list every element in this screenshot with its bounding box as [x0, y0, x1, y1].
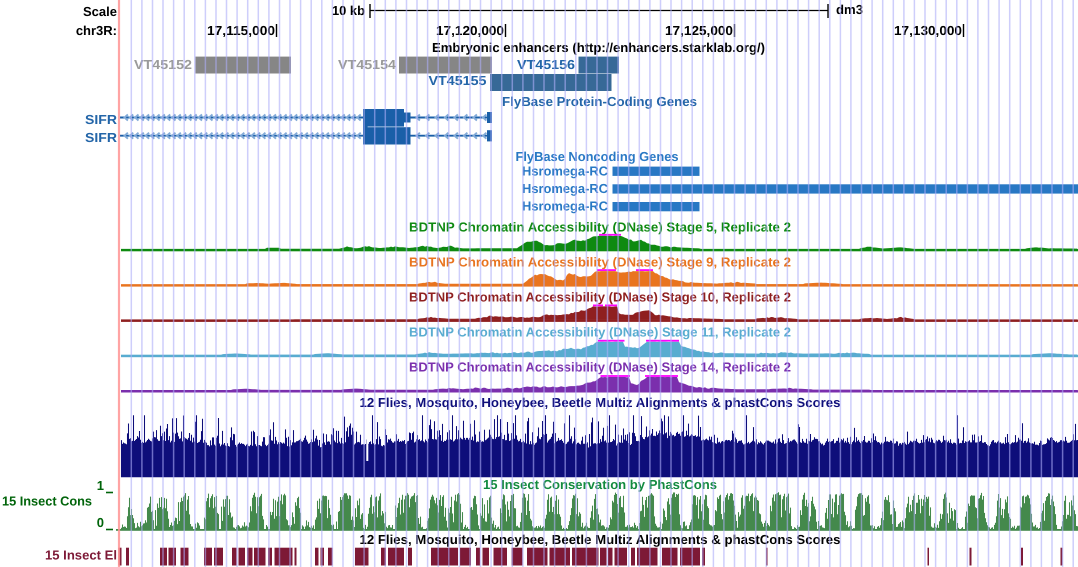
svg-text:15 Insect Conservation by Phas: 15 Insect Conservation by PhastCons: [483, 477, 717, 492]
svg-text:chr3R:: chr3R:: [76, 23, 117, 38]
svg-text:0: 0: [97, 515, 104, 530]
svg-text:Embryonic enhancers (http://en: Embryonic enhancers (http://enhancers.st…: [432, 40, 765, 55]
svg-text:BDTNP Chromatin Accessibility: BDTNP Chromatin Accessibility (DNase) St…: [409, 325, 791, 340]
svg-text:10 kb: 10 kb: [332, 3, 365, 18]
svg-text:1: 1: [97, 478, 104, 493]
svg-text:dm3: dm3: [836, 2, 863, 17]
svg-text:17,130,000: 17,130,000: [894, 23, 962, 38]
svg-text:15 Insect El: 15 Insect El: [45, 548, 117, 563]
svg-text:BDTNP Chromatin Accessibility: BDTNP Chromatin Accessibility (DNase) St…: [409, 255, 791, 270]
svg-text:BDTNP Chromatin Accessibility: BDTNP Chromatin Accessibility (DNase) St…: [409, 220, 791, 235]
svg-text:17,125,000: 17,125,000: [665, 23, 733, 38]
svg-text:VT45154: VT45154: [338, 57, 397, 72]
svg-text:12 Flies, Mosquito, Honeybee,: 12 Flies, Mosquito, Honeybee, Beetle Mul…: [360, 532, 841, 547]
svg-text:FlyBase Protein-Coding Genes: FlyBase Protein-Coding Genes: [502, 94, 697, 109]
svg-text:15 Insect Cons: 15 Insect Cons: [2, 494, 92, 509]
svg-text:BDTNP Chromatin Accessibility: BDTNP Chromatin Accessibility (DNase) St…: [409, 360, 791, 375]
svg-text:VT45155: VT45155: [429, 73, 487, 88]
svg-text:17,115,000: 17,115,000: [207, 23, 275, 38]
svg-text:VT45156: VT45156: [517, 57, 575, 72]
svg-text:BDTNP Chromatin Accessibility: BDTNP Chromatin Accessibility (DNase) St…: [409, 290, 791, 305]
svg-text:Scale: Scale: [83, 4, 117, 19]
svg-text:SIFR: SIFR: [85, 112, 118, 127]
svg-text:SIFR: SIFR: [85, 130, 118, 145]
svg-text:12 Flies, Mosquito, Honeybee,: 12 Flies, Mosquito, Honeybee, Beetle Mul…: [360, 395, 841, 410]
